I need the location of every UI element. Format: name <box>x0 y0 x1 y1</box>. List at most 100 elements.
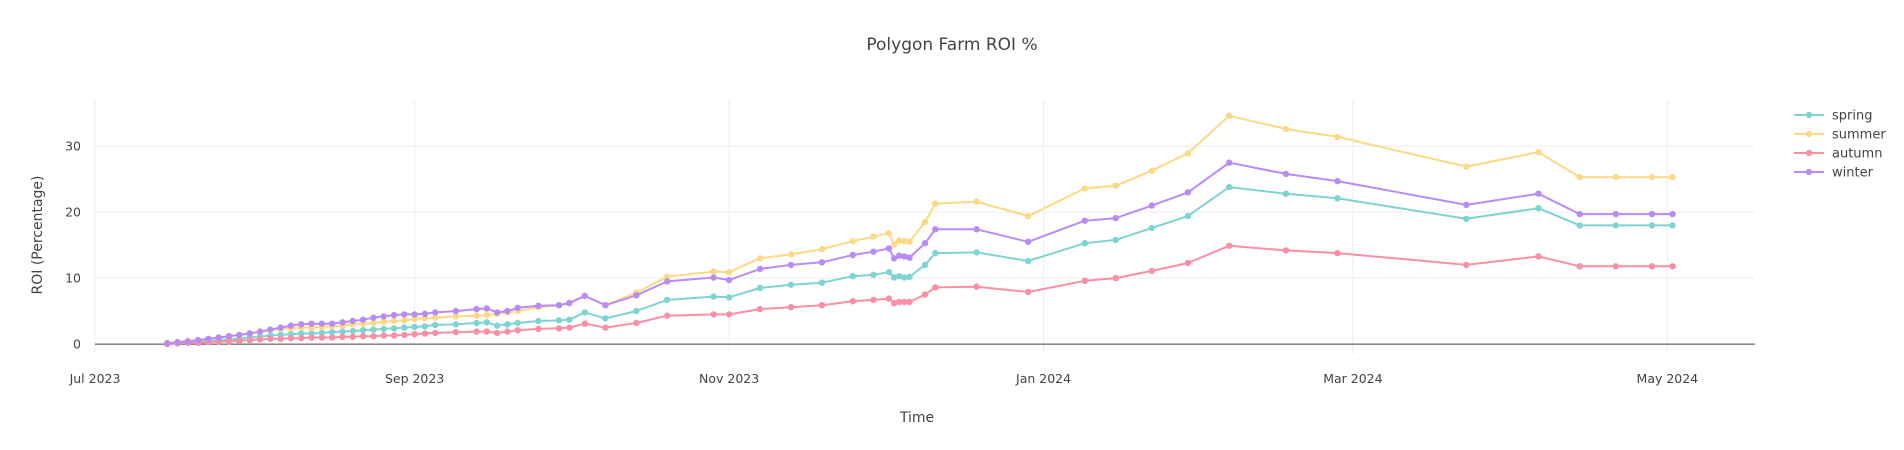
data-point-spring[interactable] <box>1024 257 1032 265</box>
data-point-autumn[interactable] <box>452 329 460 336</box>
data-point-spring[interactable] <box>339 328 346 335</box>
data-point-spring[interactable] <box>1648 222 1656 229</box>
data-point-winter[interactable] <box>421 310 429 317</box>
data-point-autumn[interactable] <box>1184 259 1192 267</box>
data-point-winter[interactable] <box>504 307 511 315</box>
data-point-spring[interactable] <box>901 274 908 281</box>
data-point-spring[interactable] <box>710 293 717 300</box>
data-point-autumn[interactable] <box>370 333 377 340</box>
data-point-summer[interactable] <box>710 268 717 275</box>
data-point-spring[interactable] <box>298 330 305 337</box>
data-point-winter[interactable] <box>1334 177 1341 185</box>
legend-item-summer[interactable]: summer <box>1794 128 1886 143</box>
data-point-autumn[interactable] <box>359 333 367 340</box>
data-point-autumn[interactable] <box>906 298 913 306</box>
data-point-spring[interactable] <box>818 279 826 286</box>
data-point-spring[interactable] <box>1612 222 1620 229</box>
data-point-winter[interactable] <box>215 334 222 341</box>
data-point-spring[interactable] <box>411 323 418 331</box>
data-point-autumn[interactable] <box>633 319 640 327</box>
data-point-autumn[interactable] <box>267 335 274 342</box>
data-point-summer[interactable] <box>380 318 387 325</box>
data-point-autumn[interactable] <box>493 329 501 337</box>
data-point-autumn[interactable] <box>473 328 480 335</box>
data-point-spring[interactable] <box>493 322 501 329</box>
data-point-autumn[interactable] <box>664 312 671 319</box>
data-point-spring[interactable] <box>318 329 325 337</box>
data-point-winter[interactable] <box>602 302 609 309</box>
data-point-summer[interactable] <box>370 319 377 327</box>
data-point-autumn[interactable] <box>246 336 253 344</box>
data-point-autumn[interactable] <box>318 334 325 341</box>
data-point-winter[interactable] <box>432 309 439 316</box>
data-point-spring[interactable] <box>514 319 521 327</box>
data-point-winter[interactable] <box>174 338 181 346</box>
data-point-autumn[interactable] <box>602 324 609 331</box>
data-point-winter[interactable] <box>349 317 356 325</box>
data-point-winter[interactable] <box>664 278 671 285</box>
data-point-winter[interactable] <box>483 305 490 312</box>
data-point-autumn[interactable] <box>411 331 418 338</box>
data-point-spring[interactable] <box>566 316 573 323</box>
data-point-winter[interactable] <box>473 305 480 313</box>
data-point-winter[interactable] <box>308 320 315 327</box>
data-point-autumn[interactable] <box>885 295 893 302</box>
data-point-autumn[interactable] <box>421 330 429 337</box>
data-point-autumn[interactable] <box>432 329 439 337</box>
data-point-autumn[interactable] <box>849 298 856 305</box>
data-point-summer[interactable] <box>432 314 439 321</box>
data-point-winter[interactable] <box>1612 210 1620 218</box>
data-point-autumn[interactable] <box>555 325 563 332</box>
data-point-summer[interactable] <box>1226 112 1233 120</box>
data-point-autumn[interactable] <box>756 305 764 313</box>
data-point-spring[interactable] <box>370 326 377 333</box>
data-point-spring[interactable] <box>870 271 877 278</box>
data-point-autumn[interactable] <box>504 328 511 335</box>
data-point-winter[interactable] <box>535 302 542 309</box>
data-point-autumn[interactable] <box>483 328 490 335</box>
data-point-summer[interactable] <box>1463 163 1470 170</box>
data-point-winter[interactable] <box>401 311 408 318</box>
data-point-summer[interactable] <box>890 241 898 248</box>
data-point-winter[interactable] <box>555 302 563 309</box>
data-point-spring[interactable] <box>432 321 439 329</box>
data-point-summer[interactable] <box>901 238 908 245</box>
data-point-winter[interactable] <box>633 292 640 299</box>
data-point-winter[interactable] <box>1282 170 1290 178</box>
data-point-spring[interactable] <box>1226 183 1233 191</box>
data-point-spring[interactable] <box>328 329 336 336</box>
data-point-autumn[interactable] <box>236 337 243 344</box>
data-point-winter[interactable] <box>921 240 929 247</box>
data-point-winter[interactable] <box>818 259 826 266</box>
data-point-spring[interactable] <box>359 327 367 334</box>
data-point-autumn[interactable] <box>1081 277 1089 284</box>
data-point-winter[interactable] <box>581 292 588 300</box>
data-point-autumn[interactable] <box>1463 261 1470 269</box>
data-point-winter[interactable] <box>849 251 856 259</box>
data-point-winter[interactable] <box>1112 214 1119 222</box>
data-point-spring[interactable] <box>890 274 898 281</box>
data-point-autumn[interactable] <box>870 296 877 304</box>
data-point-summer[interactable] <box>390 317 398 325</box>
data-point-autumn[interactable] <box>277 335 284 342</box>
data-point-spring[interactable] <box>452 321 460 328</box>
data-point-winter[interactable] <box>298 321 305 328</box>
data-point-winter[interactable] <box>164 340 171 347</box>
data-point-spring[interactable] <box>1669 222 1676 229</box>
data-point-spring[interactable] <box>906 273 913 280</box>
data-point-autumn[interactable] <box>1148 267 1156 275</box>
data-point-autumn[interactable] <box>1612 263 1620 270</box>
data-point-autumn[interactable] <box>901 298 908 306</box>
data-point-summer[interactable] <box>896 237 903 244</box>
data-point-winter[interactable] <box>225 333 233 340</box>
data-point-autumn[interactable] <box>921 291 929 298</box>
data-point-spring[interactable] <box>725 294 733 301</box>
legend-item-spring[interactable]: spring <box>1794 109 1872 124</box>
data-point-autumn[interactable] <box>298 335 305 342</box>
data-point-winter[interactable] <box>1148 202 1156 209</box>
data-point-winter[interactable] <box>205 335 212 342</box>
data-point-summer[interactable] <box>1612 174 1620 181</box>
data-point-autumn[interactable] <box>1282 247 1290 254</box>
data-point-autumn[interactable] <box>818 302 826 309</box>
data-point-winter[interactable] <box>885 245 893 252</box>
